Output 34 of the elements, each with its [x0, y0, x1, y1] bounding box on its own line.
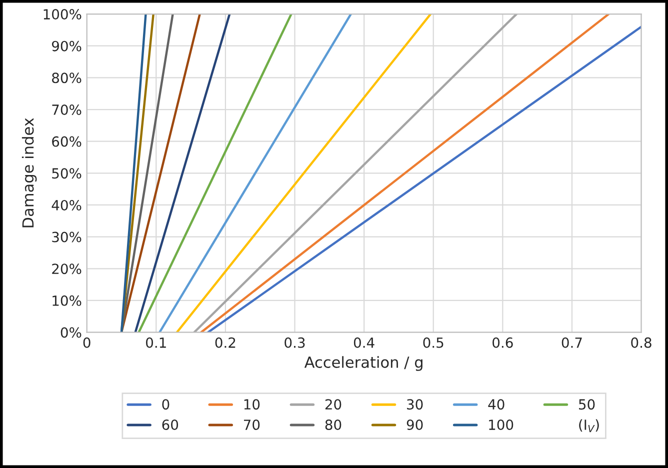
legend-label: 10 — [244, 399, 260, 410]
legend-label: 40 — [488, 399, 504, 410]
x-tick-label: 0.6 — [492, 337, 513, 348]
x-tick-label: 0.4 — [354, 337, 374, 348]
legend-label: 50 — [579, 399, 595, 410]
legend-title: (I$_{V}$) — [579, 419, 599, 432]
legend-label: 30 — [407, 399, 423, 410]
y-tick-label: 0% — [60, 327, 82, 338]
y-tick-label: 100% — [44, 9, 82, 20]
y-tick-label: 80% — [52, 72, 82, 84]
x-tick-label: 0.7 — [562, 337, 582, 348]
y-tick-label: 60% — [52, 136, 82, 147]
legend-label: 100 — [489, 420, 514, 430]
legend-label: 20 — [325, 399, 342, 410]
legend-label: 60 — [162, 420, 178, 430]
legend-label: 80 — [325, 420, 342, 430]
x-axis-title: Acceleration / g — [304, 356, 422, 371]
y-axis-title: Damage index — [22, 118, 37, 228]
y-tick-label: 20% — [52, 264, 82, 274]
x-tick-label: 0 — [83, 337, 90, 348]
x-tick-label: 0.3 — [284, 337, 305, 348]
y-tick-label: 70% — [52, 104, 82, 115]
x-tick-label: 0.5 — [423, 337, 444, 348]
legend-label: 90 — [406, 420, 423, 430]
x-tick-label: 0.1 — [146, 337, 166, 348]
legend-label: 0 — [162, 399, 170, 410]
y-tick-label: 90% — [52, 40, 82, 52]
y-tick-label: 50% — [52, 168, 82, 179]
y-tick-label: 30% — [52, 232, 82, 242]
y-tick-label: 40% — [52, 200, 82, 210]
y-tick-label: 10% — [52, 295, 82, 306]
legend-label: 70 — [244, 420, 260, 430]
x-tick-label: 0.2 — [215, 337, 236, 348]
x-tick-label: 0.8 — [631, 337, 652, 348]
